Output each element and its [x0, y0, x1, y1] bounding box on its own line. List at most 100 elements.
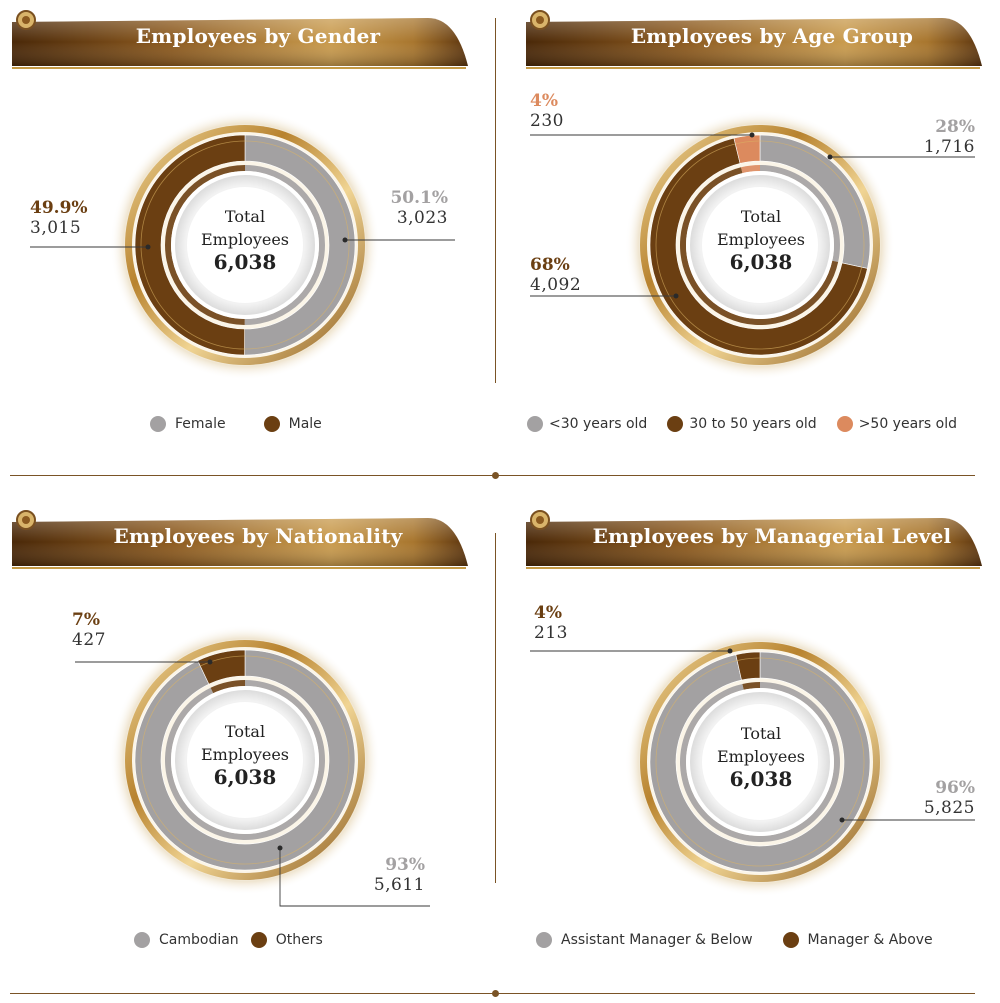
- chart-title: Employees by Managerial Level: [592, 524, 952, 548]
- managerial-level-chart-panel: Employees by Managerial Level Total Empl…: [500, 500, 1000, 1000]
- callout-value: 5,611: [373, 875, 425, 895]
- center-total-line2: Employees: [716, 747, 806, 766]
- center-total-value: 6,038: [213, 250, 277, 274]
- center-total-line1: Total: [740, 724, 782, 743]
- chart-title-banner: Employees by Nationality: [8, 510, 468, 570]
- chart-title-banner: Employees by Managerial Level: [522, 510, 982, 570]
- callout-percent: 28%: [935, 117, 975, 137]
- callout-percent: 4%: [534, 603, 562, 623]
- callout-anchor-dot: [207, 659, 213, 665]
- callout-over-50: 4% 230: [530, 91, 564, 131]
- donut-slice-male: [134, 134, 246, 356]
- donut-inner-slice: [742, 682, 760, 690]
- legend-item-male: Male: [263, 416, 322, 432]
- donut-slice-assistant-manager-below: [649, 651, 871, 873]
- donut-chart: [530, 110, 975, 380]
- banner-ornament-center: [536, 16, 544, 24]
- legend-marker: [150, 416, 166, 432]
- legend-marker: [250, 932, 267, 948]
- center-label: Total Employees 6,038: [691, 205, 831, 274]
- center-total-line1: Total: [224, 207, 266, 226]
- legend-label: Male: [288, 416, 322, 432]
- donut-inner-slice: [741, 165, 760, 174]
- legend-item-30-to-50: 30 to 50 years old: [667, 416, 817, 432]
- center-label: Total Employees 6,038: [175, 205, 315, 274]
- donut-accent-line: [140, 655, 350, 865]
- donut-slice-50-years-old: [733, 134, 761, 164]
- banner-sheen: [526, 18, 982, 66]
- callout-value: 427: [72, 630, 106, 650]
- legend-label: Others: [275, 932, 323, 948]
- legend-item-manager-above: Manager & Above: [782, 932, 933, 948]
- chart-title: Employees by Age Group: [630, 24, 914, 48]
- callout-cambodian: 93% 5,611: [340, 855, 425, 895]
- age-group-chart-panel: Employees by Age Group Total Employees 6…: [500, 0, 1000, 500]
- donut-accent-line: [655, 657, 865, 867]
- legend: Cambodian Others: [134, 932, 351, 948]
- center-label: Total Employees 6,038: [175, 720, 315, 789]
- callout-female: 50.1% 3,023: [388, 188, 448, 228]
- divider-dot: [492, 472, 499, 479]
- callout-anchor-dot: [673, 293, 679, 299]
- legend-label: 30 to 50 years old: [689, 416, 817, 432]
- callout-manager-above: 4% 213: [534, 603, 568, 643]
- banner-ornament-center: [22, 16, 30, 24]
- legend-item-female: Female: [150, 416, 226, 432]
- donut-center-face: [702, 704, 818, 820]
- callout-30-to-50: 68% 4,092: [530, 255, 581, 295]
- donut-chart: [530, 627, 975, 897]
- donut-slice-30-to-50-years-old: [649, 137, 868, 356]
- donut-center-face: [187, 702, 303, 818]
- banner-ribbon: [526, 10, 982, 69]
- callout-value: 4,092: [530, 275, 582, 295]
- callout-anchor-dot: [145, 244, 151, 250]
- legend-marker: [836, 416, 853, 432]
- callout-percent: 50.1%: [390, 188, 448, 208]
- center-total-value: 6,038: [729, 767, 793, 791]
- callout-value: 230: [530, 111, 564, 131]
- donut-accent-line: [655, 140, 865, 350]
- legend-item-under-30: <30 years old: [527, 416, 647, 432]
- center-label: Total Employees 6,038: [691, 722, 831, 791]
- legend-item-over-50: >50 years old: [836, 416, 957, 432]
- callout-percent: 68%: [530, 255, 570, 275]
- center-total-line2: Employees: [716, 230, 806, 249]
- center-total-line1: Total: [740, 207, 782, 226]
- callout-percent: 93%: [385, 855, 425, 875]
- callout-percent: 7%: [72, 610, 100, 630]
- callout-others: 7% 427: [72, 610, 106, 650]
- legend: Assistant Manager & Below Manager & Abov…: [536, 932, 961, 948]
- donut-slice-others: [197, 649, 246, 685]
- callout-anchor-dot: [839, 817, 845, 823]
- donut-chart: [30, 110, 455, 380]
- callout-value: 213: [534, 623, 568, 643]
- legend-label: <30 years old: [549, 416, 648, 432]
- legend-marker: [527, 416, 543, 432]
- legend: <30 years old 30 to 50 years old >50 yea…: [527, 416, 957, 432]
- gender-chart-panel: Employees by Gender Total Employees 6,03…: [0, 0, 500, 500]
- banner-ribbon: [12, 510, 468, 569]
- vertical-divider: [495, 533, 496, 883]
- callout-anchor-dot: [727, 648, 733, 654]
- callout-under-30: 28% 1,716: [900, 117, 975, 157]
- donut-center-face: [187, 187, 303, 303]
- center-total-line2: Employees: [200, 230, 290, 249]
- donut-chart: [75, 625, 430, 907]
- chart-title: Employees by Nationality: [113, 524, 403, 548]
- callout-percent: 49.9%: [30, 198, 88, 218]
- callout-percent: 4%: [530, 91, 558, 111]
- legend-marker: [134, 932, 150, 948]
- center-total-value: 6,038: [729, 250, 793, 274]
- chart-title: Employees by Gender: [135, 24, 381, 48]
- donut-slice-manager-above: [735, 651, 761, 681]
- chart-title-banner: Employees by Age Group: [522, 10, 982, 70]
- chart-title-banner: Employees by Gender: [8, 10, 468, 70]
- vertical-divider: [495, 18, 496, 383]
- donut-inner-slice: [210, 680, 245, 694]
- legend-label: Assistant Manager & Below: [561, 932, 753, 948]
- legend-label: Manager & Above: [807, 932, 933, 948]
- center-total-value: 6,038: [213, 765, 277, 789]
- legend-label: Cambodian: [159, 932, 239, 948]
- legend-item-assistant-manager-below: Assistant Manager & Below: [536, 932, 753, 948]
- callout-anchor-dot: [277, 845, 283, 851]
